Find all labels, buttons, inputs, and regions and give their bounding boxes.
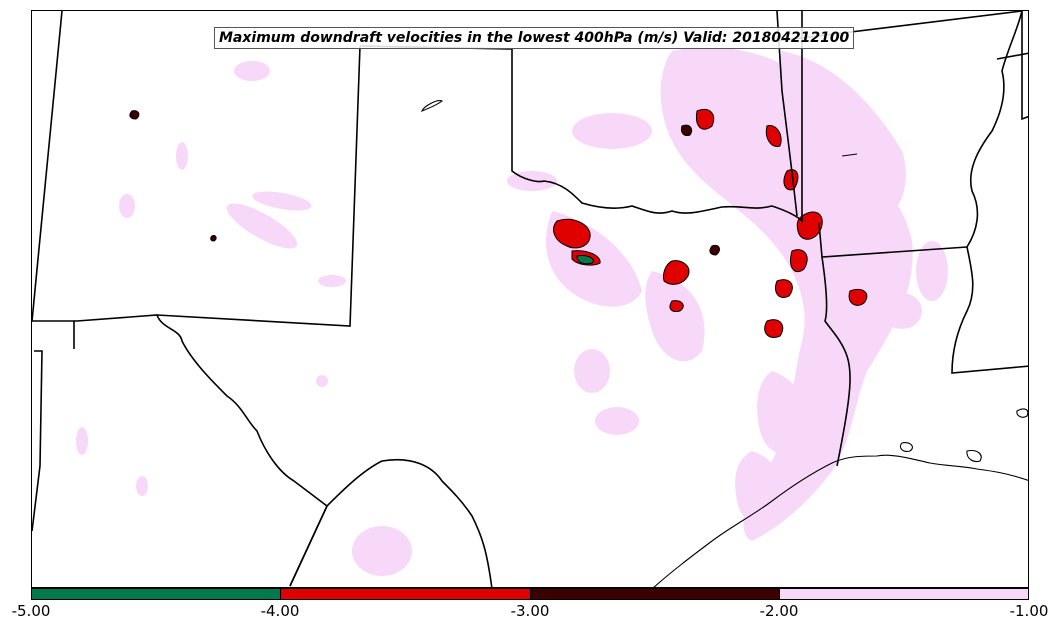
colorbar-bin-moderate bbox=[530, 589, 780, 599]
pink-band-coast bbox=[735, 451, 784, 526]
pink-patch-la-2 bbox=[882, 293, 922, 329]
core-ar-1 bbox=[695, 109, 715, 130]
colorbar-bin-extreme bbox=[32, 589, 282, 599]
core-dark-3 bbox=[129, 110, 140, 120]
pink-patch-nm-streak bbox=[252, 191, 312, 211]
pink-band-northeast bbox=[780, 51, 906, 221]
core-dark-2 bbox=[709, 244, 720, 256]
delta-2 bbox=[899, 442, 913, 452]
coastline-gulf bbox=[653, 454, 1028, 587]
core-ok-1 bbox=[553, 218, 591, 249]
boundary-ks-mo bbox=[776, 11, 798, 217]
core-ar-4 bbox=[796, 211, 823, 240]
map-title: Maximum downdraft velocities in the lowe… bbox=[214, 27, 855, 49]
core-la-1 bbox=[848, 288, 868, 306]
pink-patch-ok-north bbox=[572, 113, 652, 149]
pink-patch-tx-west-2 bbox=[316, 375, 328, 387]
core-extreme-1 bbox=[576, 255, 594, 265]
pink-patch-la bbox=[916, 241, 948, 301]
colorbar-tick-label: -2.00 bbox=[759, 602, 799, 620]
island-1 bbox=[1016, 408, 1028, 418]
core-dark-1 bbox=[681, 124, 693, 136]
pink-patch-co bbox=[234, 61, 270, 81]
pink-patch-mex-2 bbox=[136, 476, 148, 496]
colorbar-tick-label: -3.00 bbox=[510, 602, 550, 620]
map-panel: Maximum downdraft velocities in the lowe… bbox=[31, 10, 1029, 588]
core-tx-1 bbox=[663, 260, 690, 285]
core-ar-5 bbox=[790, 249, 808, 273]
boundary-az-nm bbox=[32, 320, 75, 349]
boundary-rio-grande bbox=[289, 458, 493, 587]
pink-patch-mex-1 bbox=[76, 427, 88, 455]
pink-band-mid bbox=[645, 271, 705, 362]
core-tx-east-1 bbox=[775, 279, 793, 298]
pink-patch-nm-east bbox=[226, 203, 298, 249]
colorbar-bin-light bbox=[779, 589, 1028, 599]
boundary-tx-la bbox=[821, 256, 851, 467]
colorbar-tick-label: -1.00 bbox=[1009, 602, 1049, 620]
boundary-la-ms-south bbox=[951, 246, 1028, 374]
colorbar bbox=[31, 588, 1029, 600]
core-dark-4 bbox=[210, 235, 217, 242]
boundary-ms bbox=[966, 11, 1023, 248]
boundary-co-nm-ok bbox=[156, 45, 361, 327]
boundary-ms-al bbox=[1021, 11, 1028, 121]
pink-patch-az-1 bbox=[176, 142, 188, 170]
light-downdraft-areas bbox=[76, 47, 948, 576]
core-tx-east-2 bbox=[764, 319, 784, 338]
core-tx-2 bbox=[669, 300, 684, 312]
core-ar-2 bbox=[765, 125, 782, 148]
boundary-az-mex bbox=[32, 350, 43, 532]
boundary-ut-az bbox=[32, 11, 63, 322]
colorbar-tick-label: -4.00 bbox=[260, 602, 300, 620]
pink-patch-mex-3 bbox=[352, 526, 412, 576]
colorbar-tick-label: -5.00 bbox=[11, 602, 51, 620]
coastline bbox=[421, 100, 1028, 587]
map-canvas bbox=[32, 11, 1028, 587]
strong-downdraft-cores bbox=[129, 109, 868, 338]
boundary-nm-mex bbox=[76, 314, 328, 587]
pink-band-south bbox=[757, 371, 806, 454]
pink-patch-tx-west bbox=[318, 275, 346, 287]
pink-patch-az-2 bbox=[119, 194, 135, 218]
lake-2 bbox=[841, 153, 858, 157]
political-boundaries bbox=[32, 11, 1028, 587]
pink-patch-tx-central bbox=[574, 349, 610, 393]
delta-1 bbox=[966, 450, 982, 463]
colorbar-bin-strong bbox=[281, 589, 531, 599]
boundary-co-ks bbox=[359, 11, 803, 223]
lake-1 bbox=[421, 100, 444, 112]
pink-patch-tx-south bbox=[595, 407, 639, 435]
boundary-tn bbox=[996, 52, 1028, 60]
